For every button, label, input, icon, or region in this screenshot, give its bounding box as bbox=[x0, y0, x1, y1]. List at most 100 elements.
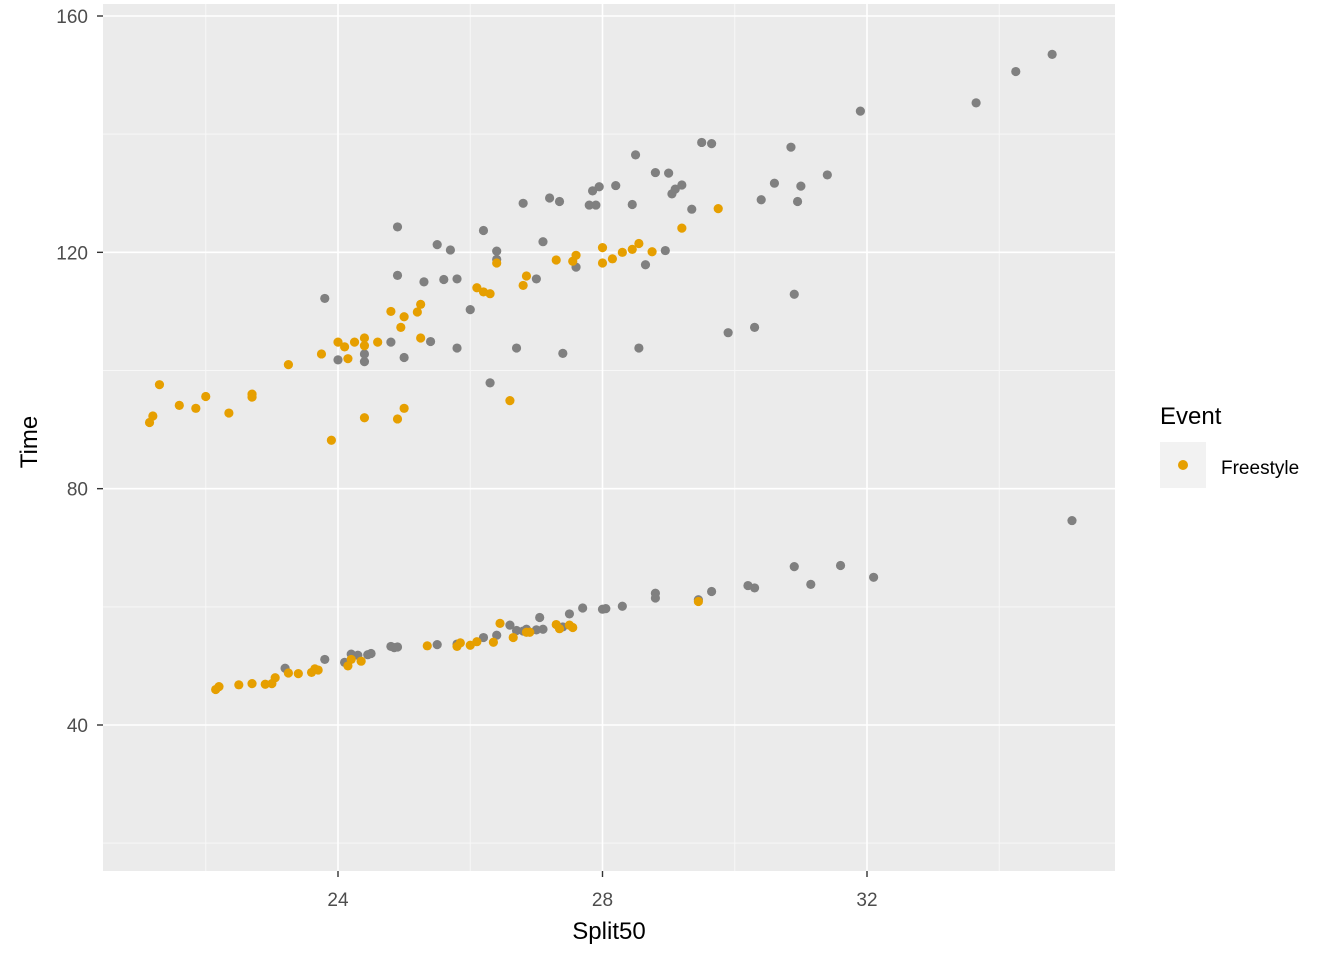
data-point-unlabeled bbox=[601, 604, 611, 614]
data-point-unlabeled bbox=[1011, 66, 1021, 77]
x-axis-title: Split50 bbox=[572, 918, 645, 945]
data-point-unlabeled bbox=[640, 260, 651, 270]
data-point-freestyle bbox=[260, 679, 270, 689]
data-point-unlabeled bbox=[485, 378, 495, 388]
data-point-freestyle bbox=[495, 618, 505, 628]
data-point-freestyle bbox=[214, 681, 224, 692]
data-point-unlabeled bbox=[531, 274, 541, 284]
data-point-unlabeled bbox=[465, 305, 475, 315]
data-point-unlabeled bbox=[855, 106, 865, 116]
legend: Event Freestyle bbox=[1160, 403, 1299, 488]
data-point-unlabeled bbox=[1067, 515, 1077, 526]
data-point-freestyle bbox=[597, 258, 608, 268]
data-point-freestyle bbox=[492, 258, 502, 268]
data-point-unlabeled bbox=[538, 237, 548, 247]
data-point-freestyle bbox=[525, 627, 535, 637]
data-point-freestyle bbox=[713, 204, 723, 214]
data-point-unlabeled bbox=[749, 583, 760, 593]
data-point-unlabeled bbox=[478, 632, 489, 643]
data-point-freestyle bbox=[396, 322, 406, 332]
data-point-unlabeled bbox=[386, 337, 396, 347]
data-point-freestyle bbox=[518, 280, 528, 291]
data-point-unlabeled bbox=[687, 204, 697, 214]
data-point-unlabeled bbox=[789, 289, 799, 299]
data-point-freestyle bbox=[343, 354, 353, 364]
data-point-unlabeled bbox=[1047, 49, 1057, 60]
data-point-unlabeled bbox=[822, 170, 832, 180]
data-point-unlabeled bbox=[584, 200, 594, 210]
data-point-freestyle bbox=[316, 349, 327, 359]
data-point-unlabeled bbox=[518, 198, 528, 208]
data-point-unlabeled bbox=[366, 648, 376, 659]
data-point-unlabeled bbox=[392, 270, 403, 280]
legend-title: Event bbox=[1160, 403, 1222, 430]
data-point-freestyle bbox=[412, 307, 422, 317]
data-point-freestyle bbox=[399, 403, 409, 413]
data-point-unlabeled bbox=[664, 168, 674, 178]
data-point-unlabeled bbox=[650, 588, 661, 598]
data-point-unlabeled bbox=[660, 245, 670, 256]
data-point-unlabeled bbox=[320, 293, 330, 304]
data-point-unlabeled bbox=[478, 225, 489, 236]
data-point-unlabeled bbox=[634, 343, 644, 353]
data-point-unlabeled bbox=[650, 167, 661, 178]
data-point-freestyle bbox=[340, 342, 350, 352]
data-point-unlabeled bbox=[769, 178, 780, 188]
data-point-unlabeled bbox=[591, 200, 601, 210]
data-point-freestyle bbox=[627, 244, 637, 254]
data-point-freestyle bbox=[505, 396, 515, 406]
data-point-freestyle bbox=[485, 289, 495, 299]
data-point-freestyle bbox=[693, 596, 703, 607]
data-point-freestyle bbox=[634, 238, 644, 249]
data-point-unlabeled bbox=[445, 245, 456, 255]
data-point-unlabeled bbox=[545, 193, 555, 203]
data-point-unlabeled bbox=[392, 222, 403, 232]
data-point-freestyle bbox=[677, 223, 687, 233]
data-point-freestyle bbox=[571, 250, 581, 260]
data-point-unlabeled bbox=[835, 560, 846, 571]
data-point-unlabeled bbox=[869, 572, 879, 582]
data-point-unlabeled bbox=[749, 322, 760, 332]
data-point-freestyle bbox=[416, 333, 426, 343]
data-point-freestyle bbox=[174, 400, 184, 410]
data-point-unlabeled bbox=[432, 240, 442, 250]
data-point-unlabeled bbox=[439, 274, 449, 285]
data-point-freestyle bbox=[568, 622, 578, 633]
data-point-freestyle bbox=[472, 283, 482, 293]
data-point-unlabeled bbox=[511, 625, 522, 636]
data-point-freestyle bbox=[313, 665, 323, 675]
data-point-unlabeled bbox=[399, 352, 409, 363]
data-point-unlabeled bbox=[554, 196, 565, 207]
x-tick-label: 28 bbox=[592, 890, 613, 911]
data-point-freestyle bbox=[247, 679, 257, 689]
data-point-freestyle bbox=[472, 637, 482, 647]
data-point-unlabeled bbox=[594, 182, 604, 192]
data-point-freestyle bbox=[234, 680, 244, 690]
data-point-freestyle bbox=[326, 435, 336, 445]
data-point-freestyle bbox=[356, 656, 366, 666]
y-tick-label: 80 bbox=[67, 480, 88, 501]
plot-panel bbox=[103, 4, 1115, 871]
data-point-unlabeled bbox=[806, 579, 816, 589]
data-point-unlabeled bbox=[538, 624, 548, 634]
data-point-unlabeled bbox=[707, 139, 717, 149]
data-point-freestyle bbox=[293, 668, 303, 679]
data-point-freestyle bbox=[554, 624, 565, 634]
data-point-unlabeled bbox=[359, 357, 370, 367]
data-point-unlabeled bbox=[587, 186, 598, 196]
data-point-unlabeled bbox=[611, 180, 621, 191]
data-point-unlabeled bbox=[432, 640, 442, 650]
data-point-freestyle bbox=[373, 337, 383, 347]
y-tick-label: 160 bbox=[56, 7, 88, 28]
data-point-freestyle bbox=[617, 247, 627, 257]
data-point-unlabeled bbox=[971, 98, 981, 108]
data-point-freestyle bbox=[349, 337, 360, 347]
data-point-freestyle bbox=[551, 255, 561, 265]
y-axis-title: Time bbox=[16, 416, 43, 468]
legend-key-freestyle bbox=[1178, 460, 1188, 470]
data-point-freestyle bbox=[455, 638, 465, 648]
data-point-unlabeled bbox=[558, 348, 568, 358]
data-point-unlabeled bbox=[333, 355, 343, 365]
data-point-unlabeled bbox=[786, 142, 796, 152]
